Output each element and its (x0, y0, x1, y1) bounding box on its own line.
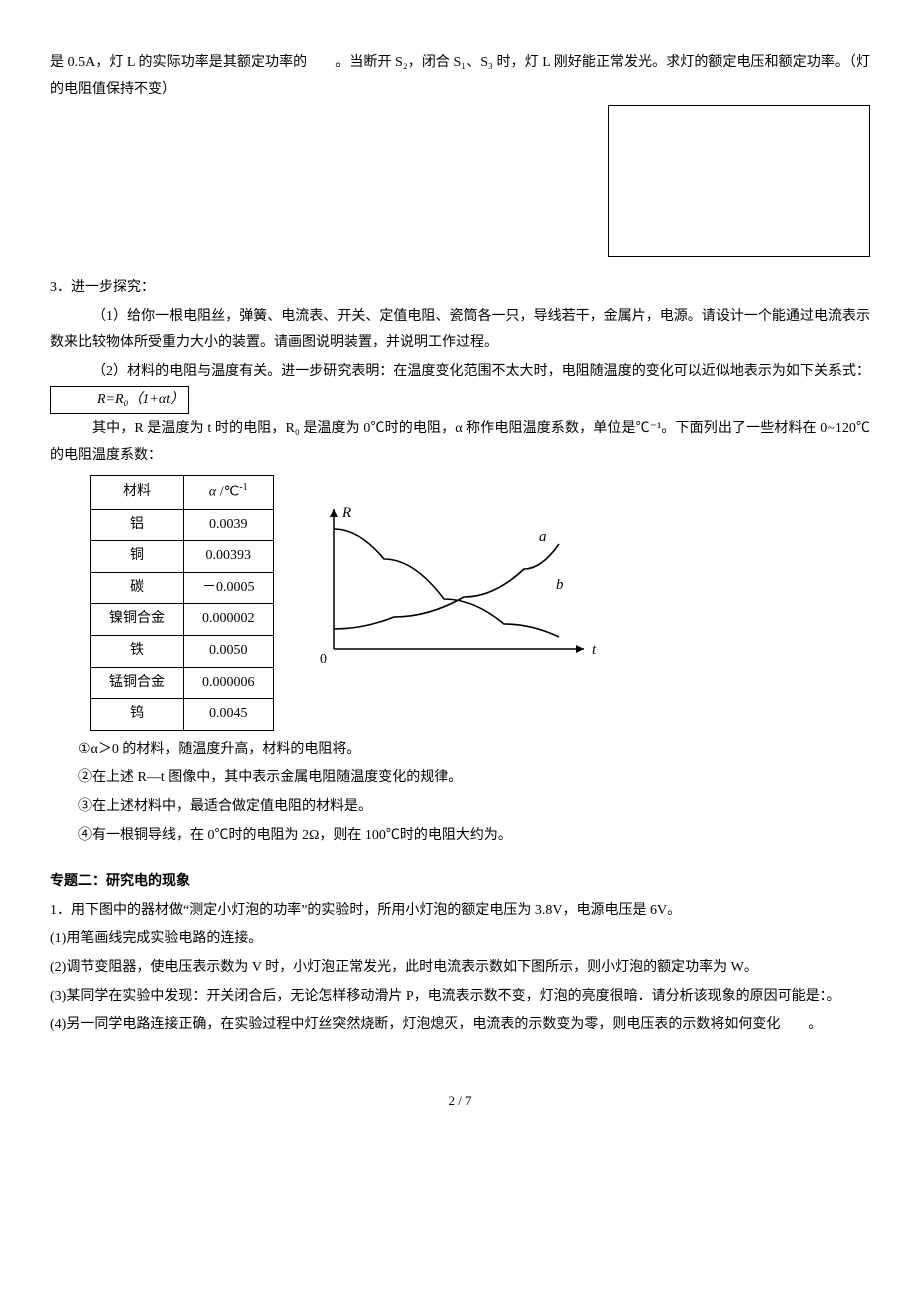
q3-item4: ④有一根铜导线，在 0℃时的电阻为 2Ω，则在 100℃时的电阻大约为。 (50, 823, 870, 850)
cell: 0.000002 (184, 604, 274, 636)
topic2-q1: (1)用笔画线完成实验电路的连接。 (50, 926, 870, 953)
table-graph-row: 材料 α /℃-1 铝0.0039 铜0.00393 碳－0.0005 镍铜合金… (90, 475, 870, 730)
cell: 0.00393 (184, 541, 274, 573)
cell: 铁 (91, 635, 184, 667)
cell: 铝 (91, 509, 184, 541)
q3-sub3: 其中，R 是温度为 t 时的电阻，R₀ 是温度为 0℃时的电阻，α 称作电阻温度… (50, 416, 870, 469)
cell: 0.0050 (184, 635, 274, 667)
cell: 钨 (91, 699, 184, 731)
cell: 碳 (91, 572, 184, 604)
table-row: 铁0.0050 (91, 635, 274, 667)
table-row: 锰铜合金0.000006 (91, 667, 274, 699)
svg-text:b: b (556, 577, 564, 593)
q3-sub2-text: （2）材料的电阻与温度有关。进一步研究表明：在温度变化范围不太大时，电阻随温度的… (92, 364, 870, 379)
cell: －0.0005 (184, 572, 274, 604)
svg-text:a: a (539, 529, 547, 545)
q3-item2: ②在上述 R—t 图像中，其中表示金属电阻随温度变化的规律。 (50, 765, 870, 792)
th-material: 材料 (91, 476, 184, 509)
table-row: 铝0.0039 (91, 509, 274, 541)
table-row: 钨0.0045 (91, 699, 274, 731)
table-row: 镍铜合金0.000002 (91, 604, 274, 636)
intro-paragraph: 是 0.5A，灯 L 的实际功率是其额定功率的 。当断开 S₂，闭合 S₁、S₃… (50, 50, 870, 103)
q3-title: 3．进一步探究： (50, 275, 870, 302)
page-footer: 2 / 7 (50, 1089, 870, 1114)
rt-graph-svg: Rt 0 a b (304, 489, 604, 669)
topic2-intro: 1．用下图中的器材做“测定小灯泡的功率”的实验时，所用小灯泡的额定电压为 3.8… (50, 898, 870, 925)
rt-graph: Rt 0 a b (304, 475, 604, 680)
table-header-row: 材料 α /℃-1 (91, 476, 274, 509)
table-row: 碳－0.0005 (91, 572, 274, 604)
formula-box: R=R₀（1+αt） (50, 386, 189, 415)
cell: 0.0039 (184, 509, 274, 541)
cell: 铜 (91, 541, 184, 573)
svg-text:R: R (341, 505, 351, 521)
formula-text: R=R₀（1+αt） (97, 392, 184, 407)
q3-sub2: （2）材料的电阻与温度有关。进一步研究表明：在温度变化范围不太大时，电阻随温度的… (50, 359, 870, 414)
svg-text:0: 0 (320, 652, 327, 667)
q3-sub1: （1）给你一根电阻丝，弹簧、电流表、开关、定值电阻、瓷筒各一只，导线若干，金属片… (50, 304, 870, 357)
svg-text:t: t (592, 642, 597, 658)
cell: 锰铜合金 (91, 667, 184, 699)
cell: 镍铜合金 (91, 604, 184, 636)
materials-table: 材料 α /℃-1 铝0.0039 铜0.00393 碳－0.0005 镍铜合金… (90, 475, 274, 730)
q3-item3: ③在上述材料中，最适合做定值电阻的材料是。 (50, 794, 870, 821)
th-alpha: α /℃-1 (184, 476, 274, 509)
answer-box-placeholder (608, 105, 870, 257)
topic2-q3: (3)某同学在实验中发现：开关闭合后，无论怎样移动滑片 P，电流表示数不变，灯泡… (50, 984, 870, 1011)
cell: 0.0045 (184, 699, 274, 731)
cell: 0.000006 (184, 667, 274, 699)
table-row: 铜0.00393 (91, 541, 274, 573)
q3-item1: ①α＞0 的材料，随温度升高，材料的电阻将。 (50, 737, 870, 764)
topic2-heading: 专题二：研究电的现象 (50, 867, 870, 894)
topic2-q2: (2)调节变阻器，使电压表示数为 V 时，小灯泡正常发光，此时电流表示数如下图所… (50, 955, 870, 982)
topic2-q4: (4)另一同学电路连接正确，在实验过程中灯丝突然烧断，灯泡熄灭，电流表的示数变为… (50, 1012, 870, 1039)
